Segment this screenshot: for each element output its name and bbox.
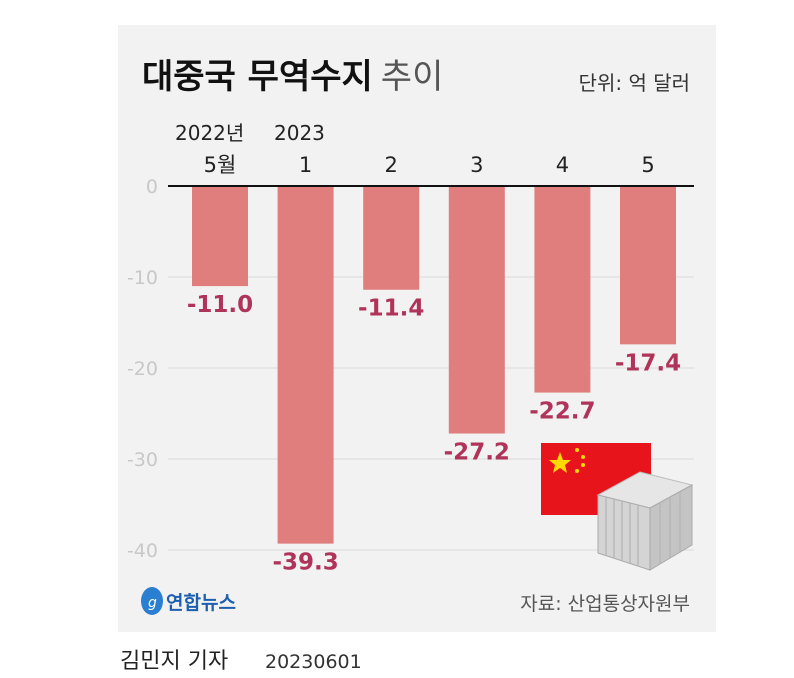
svg-text:g: g	[148, 595, 157, 611]
y-tick-label: 0	[146, 176, 158, 198]
bar-5	[620, 186, 676, 345]
y-tick-label: -10	[127, 267, 158, 289]
y-tick-label: -30	[127, 449, 158, 471]
unit-label: 단위: 억 달러	[579, 71, 690, 95]
data-label: -11.0	[187, 292, 253, 318]
source-label: 자료: 산업통상자원부	[520, 593, 690, 615]
x-tick-label: 2	[385, 153, 398, 177]
bar-1	[277, 186, 334, 544]
chart-title: 대중국 무역수지 추이	[142, 57, 443, 97]
yonhap-logo: g 연합뉴스	[141, 587, 236, 615]
svg-text:연합뉴스: 연합뉴스	[166, 592, 236, 614]
bar-2	[363, 186, 420, 290]
year-label-2023: 2023	[274, 121, 325, 145]
x-tick-label: 4	[556, 153, 569, 177]
data-label: -11.4	[358, 296, 424, 322]
data-label: -17.4	[615, 350, 681, 376]
x-tick-label: 5	[641, 153, 654, 177]
date-label: 20230601	[265, 651, 362, 673]
x-tick-label: 1	[299, 153, 312, 177]
shipping-container-icon	[596, 471, 694, 571]
x-tick-label: 5월	[204, 153, 237, 177]
data-label: -39.3	[272, 550, 338, 576]
data-label: -22.7	[529, 399, 595, 425]
y-tick-label: -20	[127, 358, 158, 380]
bar-3	[448, 186, 505, 434]
data-label: -27.2	[444, 440, 510, 466]
author-label: 김민지 기자	[120, 649, 228, 674]
x-tick-label: 3	[470, 153, 483, 177]
year-label-2022: 2022년	[175, 121, 244, 145]
y-tick-label: -40	[127, 540, 158, 562]
bar-0	[192, 186, 248, 287]
star-icon	[549, 452, 571, 473]
bar-4	[534, 186, 591, 393]
